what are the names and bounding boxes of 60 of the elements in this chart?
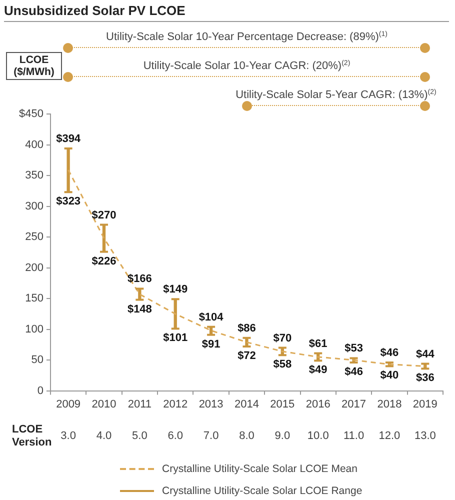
text: 3.0 bbox=[60, 430, 76, 442]
text: 10.0 bbox=[307, 430, 329, 442]
y-tick-label: 50 bbox=[31, 354, 44, 366]
annotation: $53 bbox=[344, 342, 363, 355]
text: 11.0 bbox=[343, 430, 364, 442]
text: 8.0 bbox=[239, 430, 254, 442]
annotation: $86 bbox=[238, 322, 256, 334]
x-tick-label: 2012 bbox=[163, 398, 188, 410]
y-tick-label: $450 bbox=[18, 108, 44, 120]
text: 6.0 bbox=[168, 430, 184, 442]
y-tick-label: 100 bbox=[25, 323, 44, 336]
x-tick-label: 2009 bbox=[56, 398, 81, 410]
x-tick-label: 2015 bbox=[270, 398, 295, 410]
bar bbox=[66, 148, 70, 192]
annotation: $101 bbox=[163, 332, 188, 344]
x-tick-label: 2013 bbox=[198, 398, 224, 410]
y-tick-label: 300 bbox=[25, 200, 44, 212]
y-tick-label: 250 bbox=[25, 231, 44, 244]
x-tick-label: 2010 bbox=[92, 398, 116, 410]
annotation: $91 bbox=[202, 338, 220, 350]
legend-label: Crystalline Utility-Scale Solar LCOE Mean bbox=[162, 463, 358, 475]
annotation: $61 bbox=[308, 338, 328, 350]
y-tick-label: 0 bbox=[37, 384, 44, 397]
chart-title: Unsubsidized Solar PV LCOE bbox=[4, 3, 449, 22]
x-tick-label: 2017 bbox=[342, 398, 366, 410]
y-axis-title: LCOE ($/MWh) bbox=[6, 52, 62, 80]
annotation: $46 bbox=[380, 347, 399, 360]
annotation: $49 bbox=[308, 364, 328, 376]
x-tick-label: 2014 bbox=[234, 398, 259, 410]
annotation: $44 bbox=[416, 348, 436, 360]
annotation: $149 bbox=[163, 284, 188, 296]
annotation: $40 bbox=[380, 370, 399, 382]
text: LCOE Version bbox=[12, 424, 52, 449]
text: 13.0 bbox=[414, 430, 436, 442]
x-tick-label: 2019 bbox=[412, 398, 438, 410]
annotation: $70 bbox=[273, 332, 292, 344]
annotation: $58 bbox=[273, 358, 292, 371]
x-tick-label: 2011 bbox=[128, 398, 152, 410]
y-tick-label: 350 bbox=[25, 170, 44, 182]
annotation: $166 bbox=[127, 273, 152, 286]
x-tick-label: 2016 bbox=[306, 398, 330, 410]
y-tick-label: 150 bbox=[25, 292, 44, 305]
annotation: $394 bbox=[56, 132, 82, 145]
text: 4.0 bbox=[96, 430, 112, 442]
text: 12.0 bbox=[378, 430, 400, 442]
annotation: $148 bbox=[127, 303, 152, 316]
annotation: $226 bbox=[92, 255, 116, 268]
text: 7.0 bbox=[203, 430, 219, 442]
x-tick-label: 2018 bbox=[377, 398, 402, 410]
annotation: $72 bbox=[238, 350, 256, 362]
annotation: $270 bbox=[92, 209, 116, 222]
annotation: $36 bbox=[416, 372, 434, 384]
y-tick-label: 200 bbox=[25, 262, 44, 274]
legend-label: Crystalline Utility-Scale Solar LCOE Range bbox=[162, 485, 362, 497]
text: 9.0 bbox=[274, 430, 290, 442]
annotation: $46 bbox=[344, 366, 363, 378]
y-tick-label: 400 bbox=[25, 138, 44, 151]
text: 5.0 bbox=[132, 430, 148, 442]
annotation: $104 bbox=[198, 311, 224, 324]
annotation: $323 bbox=[56, 196, 81, 208]
